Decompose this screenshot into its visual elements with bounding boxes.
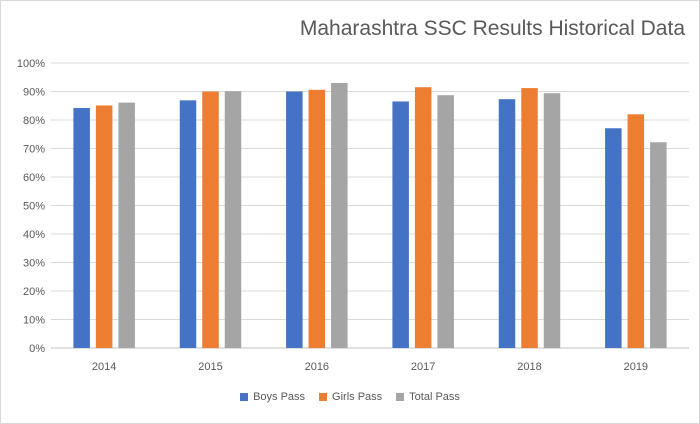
bar-total-pass-2014 [118,102,135,349]
bar-total-pass-2018 [543,93,561,349]
legend-item: Total Pass [396,391,460,403]
y-tick-label: 90% [23,87,45,99]
y-tick-label: 60% [23,172,45,184]
legend-item: Girls Pass [319,391,382,403]
bar-boys-pass-2019 [605,128,622,348]
bar-total-pass-2016 [331,82,348,348]
legend-swatch [240,393,249,401]
bar-total-pass-2015 [224,91,242,348]
bar-girls-pass-2017 [414,87,432,348]
bar-boys-pass-2016 [286,91,303,348]
bar-girls-pass-2018 [521,88,538,348]
legend-swatch [319,393,328,401]
x-tick-label: 2015 [198,361,222,373]
y-tick-label: 10% [23,315,45,327]
bar-boys-pass-2017 [392,101,409,348]
y-tick-label: 70% [23,144,45,156]
bar-girls-pass-2014 [95,105,113,348]
legend-item: Boys Pass [240,391,305,403]
x-tick-label: 2014 [92,361,116,373]
bar-girls-pass-2015 [202,91,219,348]
x-tick-label: 2016 [305,361,329,373]
bar-boys-pass-2014 [73,108,90,348]
y-tick-label: 40% [23,229,45,241]
chart-title: Maharashtra SSC Results Historical Data [299,17,685,40]
y-tick-label: 50% [23,201,45,213]
legend-label: Girls Pass [332,391,383,403]
legend-label: Total Pass [409,391,460,403]
y-tick-label: 100% [17,58,45,70]
y-tick-label: 80% [23,115,45,127]
y-tick-label: 20% [23,286,45,298]
chart-legend: Boys Pass Girls Pass Total Pass [1,391,699,403]
y-tick-label: 30% [23,258,45,270]
x-tick-label: 2017 [411,361,435,373]
bar-girls-pass-2016 [308,89,326,348]
x-tick-label: 2018 [517,361,541,373]
legend-label: Boys Pass [253,391,306,403]
y-tick-label: 0% [29,343,45,355]
bar-boys-pass-2018 [498,99,516,348]
legend-swatch [396,393,405,401]
bar-total-pass-2017 [437,95,454,348]
bar-girls-pass-2019 [627,114,645,348]
x-tick-label: 2019 [624,361,648,373]
bar-total-pass-2019 [650,142,667,348]
bar-boys-pass-2015 [179,100,197,349]
